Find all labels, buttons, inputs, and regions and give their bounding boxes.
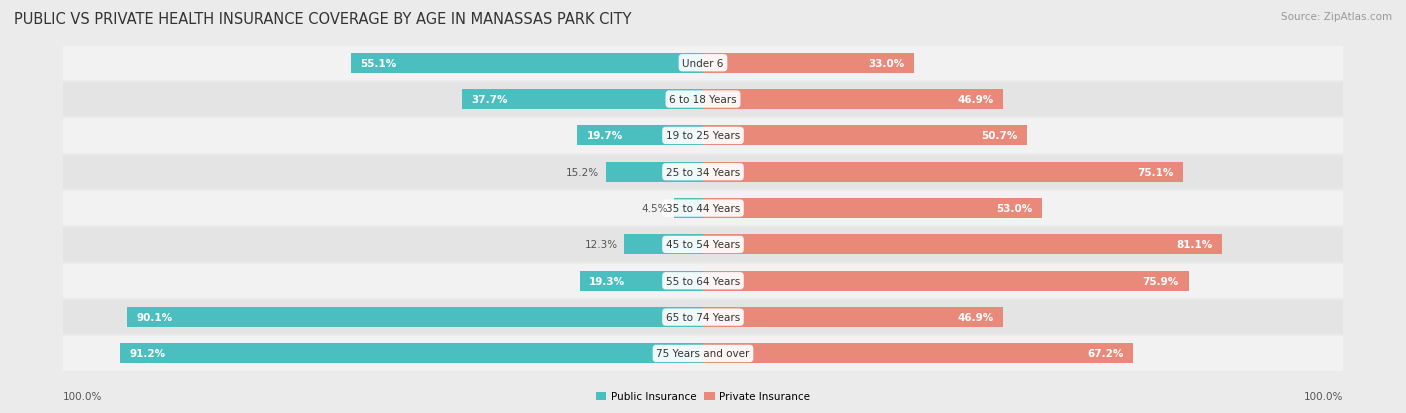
Bar	[63, 335, 1343, 372]
Bar	[703, 54, 914, 74]
Text: 6 to 18 Years: 6 to 18 Years	[669, 95, 737, 105]
Text: 4.5%: 4.5%	[641, 204, 668, 214]
Text: 75.1%: 75.1%	[1137, 167, 1174, 177]
Text: 50.7%: 50.7%	[981, 131, 1018, 141]
Bar	[703, 126, 1028, 146]
Bar	[63, 82, 1343, 118]
Text: 46.9%: 46.9%	[957, 95, 994, 105]
Text: Source: ZipAtlas.com: Source: ZipAtlas.com	[1281, 12, 1392, 22]
Bar	[579, 271, 703, 291]
Text: 91.2%: 91.2%	[129, 349, 166, 358]
Text: 100.0%: 100.0%	[1303, 391, 1343, 401]
Bar	[350, 54, 703, 74]
Bar	[675, 199, 703, 218]
Text: 75.9%: 75.9%	[1143, 276, 1180, 286]
Bar	[127, 307, 703, 327]
Text: 55.1%: 55.1%	[360, 59, 396, 69]
Bar	[703, 162, 1184, 182]
Text: 19.7%: 19.7%	[586, 131, 623, 141]
Text: 90.1%: 90.1%	[136, 312, 173, 322]
Text: 100.0%: 100.0%	[63, 391, 103, 401]
Bar	[63, 263, 1343, 299]
Bar	[461, 90, 703, 110]
Bar	[703, 307, 1002, 327]
Text: 55 to 64 Years: 55 to 64 Years	[666, 276, 740, 286]
Bar	[624, 235, 703, 255]
Text: 35 to 44 Years: 35 to 44 Years	[666, 204, 740, 214]
Text: 33.0%: 33.0%	[869, 59, 904, 69]
Bar	[63, 227, 1343, 263]
Text: 65 to 74 Years: 65 to 74 Years	[666, 312, 740, 322]
Text: 75 Years and over: 75 Years and over	[657, 349, 749, 358]
Text: 19 to 25 Years: 19 to 25 Years	[666, 131, 740, 141]
Bar	[703, 271, 1188, 291]
Bar	[703, 199, 1042, 218]
Bar	[63, 299, 1343, 335]
Bar	[576, 126, 703, 146]
Text: 45 to 54 Years: 45 to 54 Years	[666, 240, 740, 250]
Text: 81.1%: 81.1%	[1175, 240, 1212, 250]
Text: 25 to 34 Years: 25 to 34 Years	[666, 167, 740, 177]
Text: 46.9%: 46.9%	[957, 312, 994, 322]
Text: 37.7%: 37.7%	[471, 95, 508, 105]
Text: 67.2%: 67.2%	[1087, 349, 1123, 358]
Bar	[703, 90, 1002, 110]
Bar	[63, 190, 1343, 227]
Text: 19.3%: 19.3%	[589, 276, 626, 286]
Bar	[63, 118, 1343, 154]
Bar	[63, 154, 1343, 190]
Text: 12.3%: 12.3%	[585, 240, 617, 250]
Text: PUBLIC VS PRIVATE HEALTH INSURANCE COVERAGE BY AGE IN MANASSAS PARK CITY: PUBLIC VS PRIVATE HEALTH INSURANCE COVER…	[14, 12, 631, 27]
Text: 53.0%: 53.0%	[997, 204, 1032, 214]
Bar	[606, 162, 703, 182]
Bar	[120, 344, 703, 363]
Bar	[703, 344, 1133, 363]
Legend: Public Insurance, Private Insurance: Public Insurance, Private Insurance	[592, 387, 814, 406]
Bar	[703, 235, 1222, 255]
Bar	[63, 45, 1343, 82]
Text: 15.2%: 15.2%	[567, 167, 599, 177]
Text: Under 6: Under 6	[682, 59, 724, 69]
